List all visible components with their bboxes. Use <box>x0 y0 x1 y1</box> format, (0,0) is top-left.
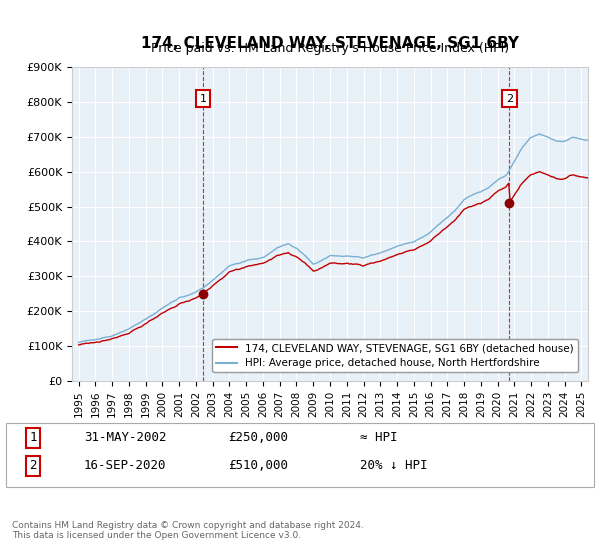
Text: 1: 1 <box>200 94 206 104</box>
Text: Contains HM Land Registry data © Crown copyright and database right 2024.
This d: Contains HM Land Registry data © Crown c… <box>12 521 364 540</box>
Text: 20% ↓ HPI: 20% ↓ HPI <box>360 459 427 473</box>
Text: Price paid vs. HM Land Registry's House Price Index (HPI): Price paid vs. HM Land Registry's House … <box>151 41 509 55</box>
Text: 31-MAY-2002: 31-MAY-2002 <box>84 431 167 445</box>
Text: £250,000: £250,000 <box>228 431 288 445</box>
Title: 174, CLEVELAND WAY, STEVENAGE, SG1 6BY: 174, CLEVELAND WAY, STEVENAGE, SG1 6BY <box>141 36 519 51</box>
Text: 2: 2 <box>29 459 37 473</box>
Text: £510,000: £510,000 <box>228 459 288 473</box>
Text: 2: 2 <box>506 94 513 104</box>
Text: ≈ HPI: ≈ HPI <box>360 431 398 445</box>
Point <box>505 199 514 208</box>
Legend: 174, CLEVELAND WAY, STEVENAGE, SG1 6BY (detached house), HPI: Average price, det: 174, CLEVELAND WAY, STEVENAGE, SG1 6BY (… <box>212 339 578 372</box>
Text: 16-SEP-2020: 16-SEP-2020 <box>84 459 167 473</box>
Text: 1: 1 <box>29 431 37 445</box>
Point <box>198 289 208 298</box>
